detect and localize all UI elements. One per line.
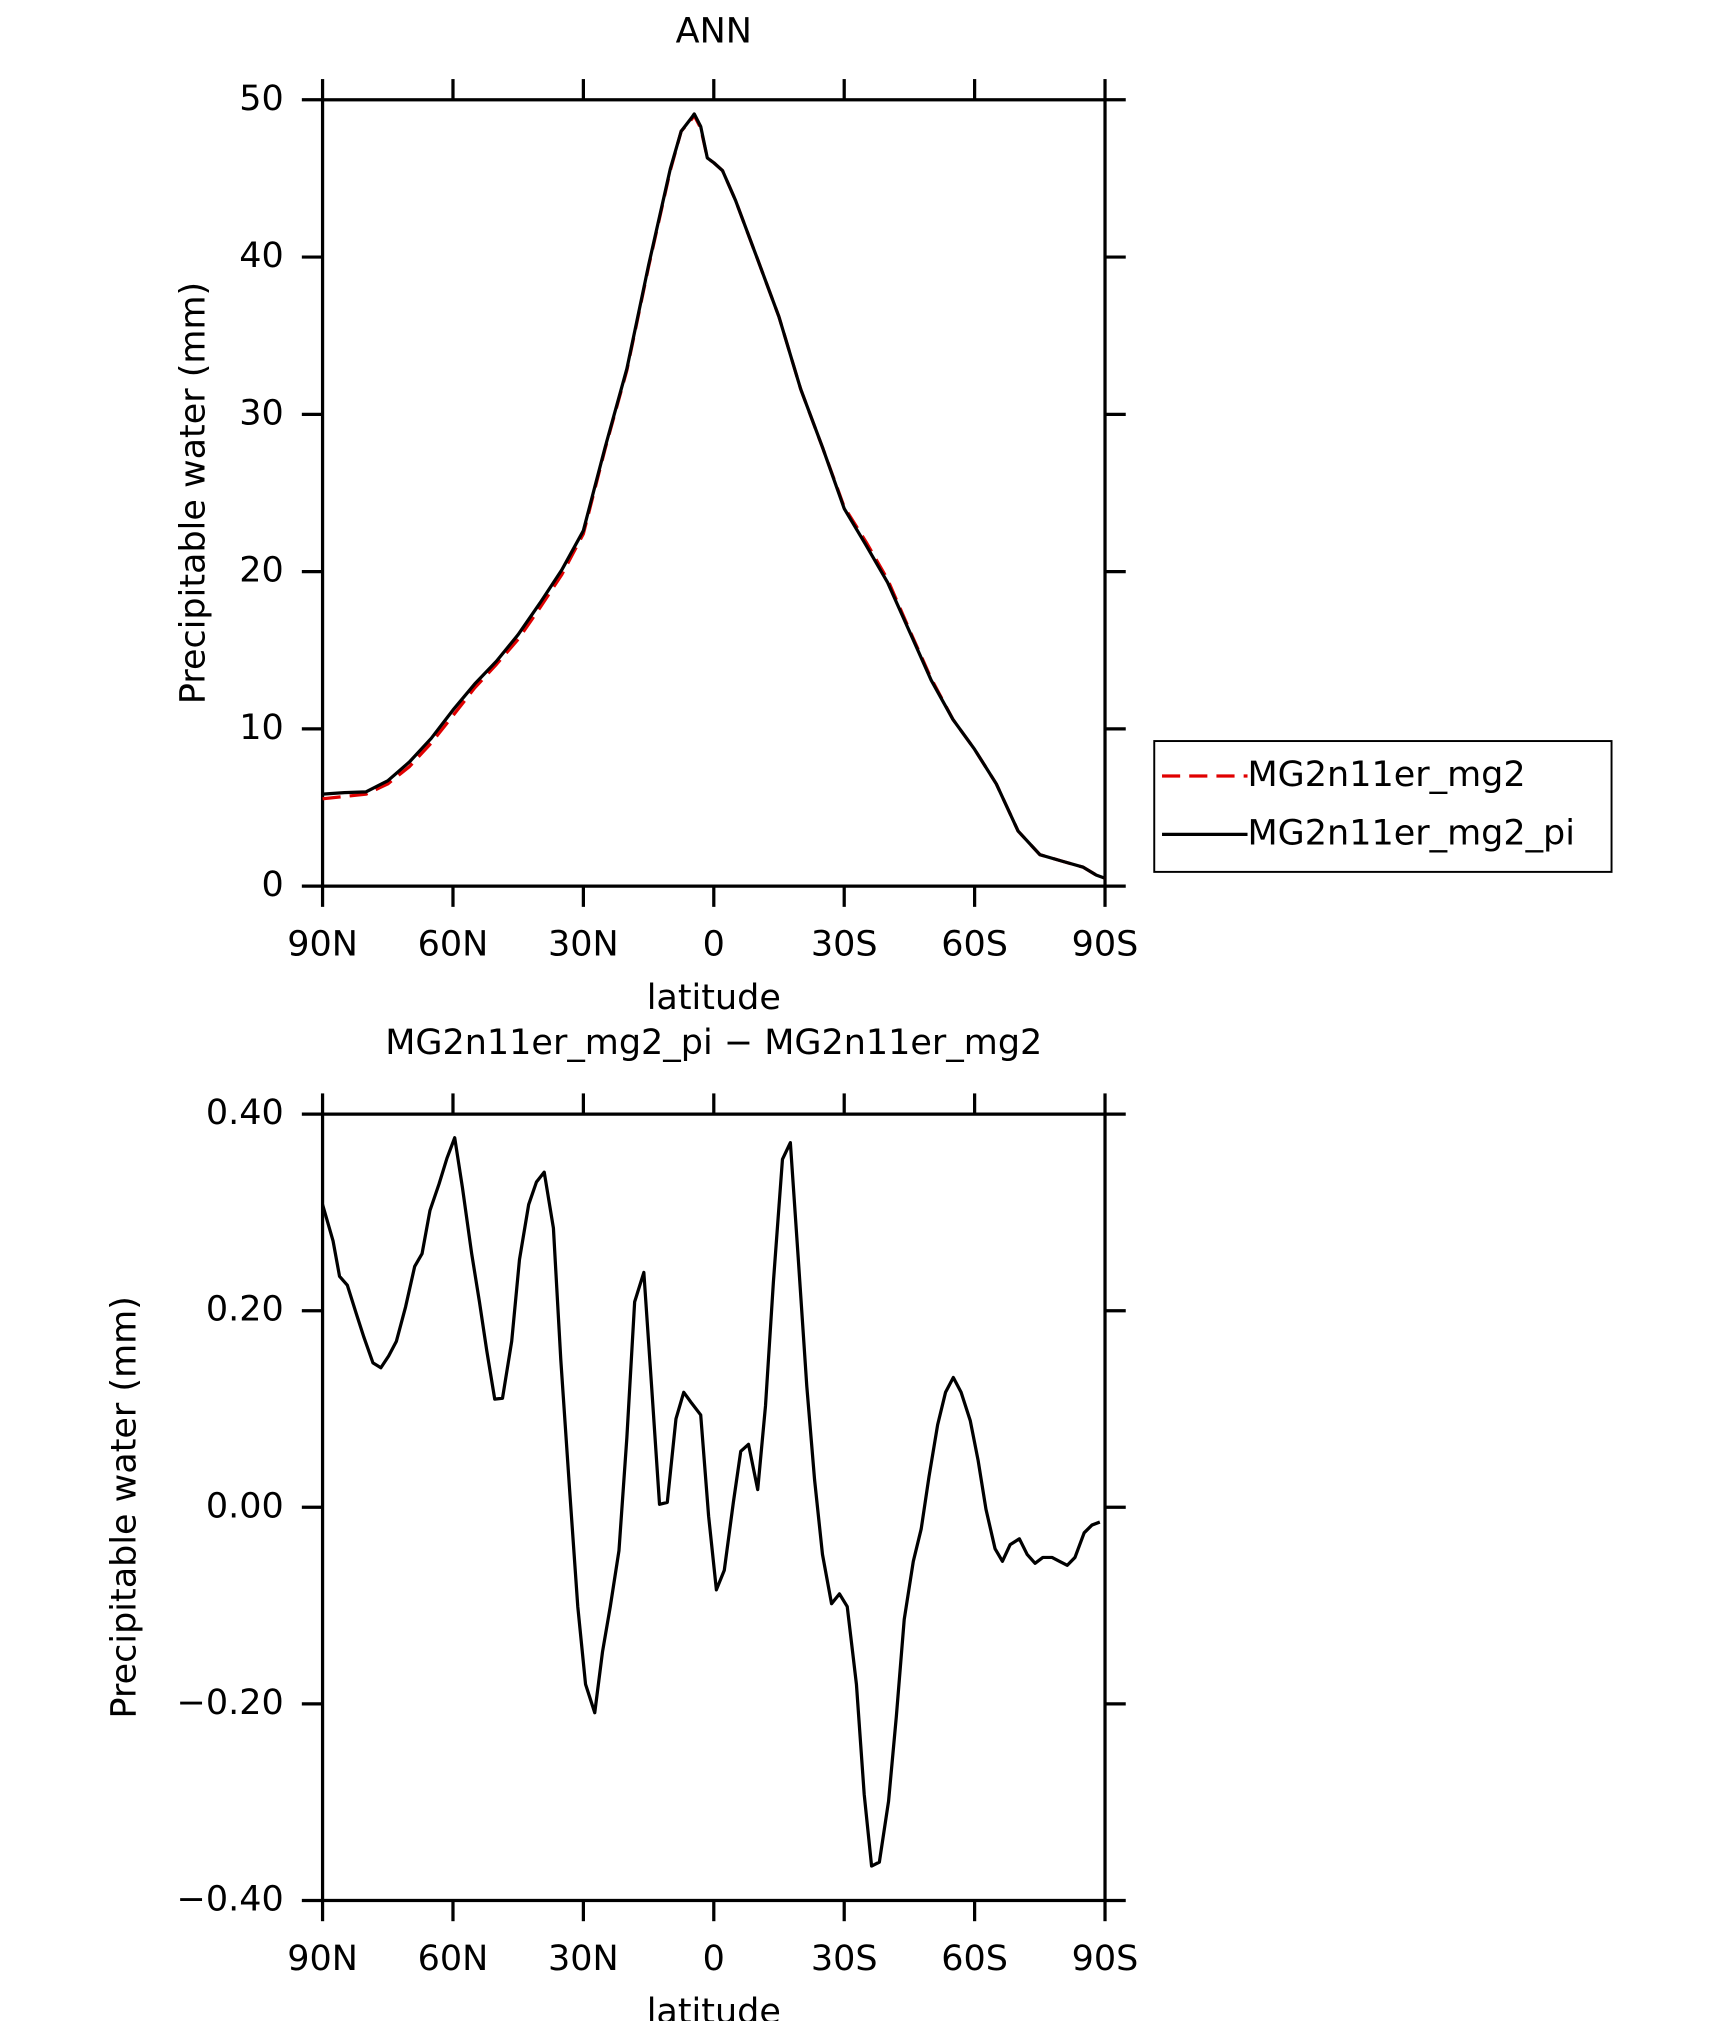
chart-title: MG2n11er_mg2_pi − MG2n11er_mg2 — [385, 1023, 1042, 1063]
x-axis-label: latitude — [647, 978, 781, 1018]
y-tick-label: 30 — [239, 393, 284, 433]
x-tick-label: 30S — [811, 1939, 878, 1979]
x-tick-label: 90S — [1072, 1939, 1139, 1979]
legend-box — [1153, 740, 1613, 873]
y-tick-label: 0.00 — [206, 1486, 284, 1526]
line-series — [322, 113, 1106, 880]
y-tick-label: −0.40 — [177, 1879, 284, 1919]
x-tick-label: 60N — [418, 1939, 489, 1979]
x-tick-label: 60S — [941, 925, 1008, 965]
y-axis-label: Precipitable water (mm) — [105, 1296, 145, 1718]
x-tick-label: 30N — [548, 925, 619, 965]
legend-label: MG2n11er_mg2 — [1248, 755, 1526, 795]
line-series — [322, 112, 1106, 880]
x-tick-label: 0 — [703, 1939, 725, 1979]
line-series — [321, 1136, 1101, 1868]
y-tick-label: 0 — [261, 865, 283, 905]
y-tick-label: 10 — [239, 708, 284, 748]
x-tick-label: 30N — [548, 1939, 619, 1979]
y-tick-label: 0.40 — [206, 1093, 284, 1133]
x-tick-label: 0 — [703, 925, 725, 965]
x-tick-label: 60S — [941, 1939, 1008, 1979]
x-tick-label: 30S — [811, 925, 878, 965]
x-axis-label: latitude — [647, 1992, 781, 2021]
y-tick-label: −0.20 — [177, 1683, 284, 1723]
y-tick-label: 20 — [239, 551, 284, 591]
y-tick-label: 0.20 — [206, 1290, 284, 1330]
y-tick-label: 50 — [239, 79, 284, 119]
chart-title: ANN — [676, 11, 752, 51]
x-tick-label: 90N — [287, 1939, 358, 1979]
legend-label: MG2n11er_mg2_pi — [1248, 813, 1575, 853]
y-axis-label: Precipitable water (mm) — [173, 282, 213, 704]
y-tick-label: 40 — [239, 236, 284, 276]
x-tick-label: 90S — [1072, 925, 1139, 965]
plot-frame — [320, 1112, 1107, 1903]
x-tick-label: 90N — [287, 925, 358, 965]
x-tick-label: 60N — [418, 925, 489, 965]
